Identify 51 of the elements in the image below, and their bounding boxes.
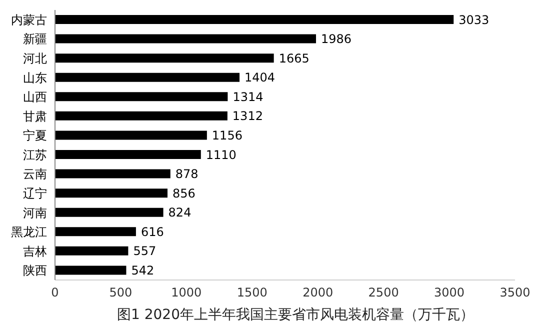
data-label: 1404: [244, 70, 276, 85]
x-tick-label: 3000: [434, 286, 465, 300]
x-tick-label: 0: [51, 286, 59, 300]
y-tick-label: 陕西: [23, 264, 47, 278]
bar: [55, 72, 240, 82]
bar: [55, 246, 128, 256]
y-tick-label: 河南: [23, 206, 47, 220]
y-tick-label: 山东: [23, 70, 47, 85]
y-tick-label: 黑龙江: [11, 225, 47, 240]
x-tick-label: 2000: [302, 286, 334, 300]
data-label: 1986: [321, 32, 352, 46]
y-tick-label: 甘肃: [23, 109, 47, 124]
x-tick-label: 2500: [368, 286, 399, 300]
bar: [55, 54, 274, 63]
data-label: 1156: [212, 128, 242, 142]
x-tick-label: 500: [109, 286, 132, 300]
y-tick-label: 江苏: [23, 148, 47, 162]
data-label: 1312: [232, 109, 263, 124]
data-label: 3033: [458, 12, 490, 27]
bar: [55, 92, 228, 102]
bar: [55, 34, 316, 44]
x-tick-label: 1500: [236, 286, 268, 300]
y-tick-label: 吉林: [23, 244, 47, 258]
x-tick-label: 1000: [171, 286, 202, 300]
data-label: 542: [131, 263, 154, 278]
bar: [55, 266, 126, 275]
data-label: 616: [140, 224, 164, 239]
y-tick-label: 新疆: [23, 32, 47, 46]
bar: [55, 130, 207, 140]
bar: [55, 169, 170, 178]
bar: [55, 150, 201, 159]
data-label: 878: [175, 167, 198, 182]
bar: [55, 111, 228, 120]
bar: [55, 227, 136, 236]
data-label: 856: [172, 186, 196, 200]
x-tick-label: 3500: [500, 286, 530, 300]
data-label: 557: [133, 244, 156, 258]
bar: [55, 15, 454, 24]
y-tick-label: 云南: [23, 167, 47, 182]
data-label: 1314: [232, 90, 264, 104]
y-tick-label: 河北: [23, 51, 47, 66]
y-tick-label: 辽宁: [23, 186, 47, 200]
data-label: 824: [168, 206, 192, 220]
text: 图1 2020年上半年我国主要省市风电装机容量（万千瓦）: [116, 306, 475, 324]
bar: [55, 188, 168, 198]
y-tick-label: 宁夏: [23, 128, 47, 143]
data-label: 1110: [206, 148, 236, 162]
data-label: 1665: [278, 51, 310, 66]
bar: [55, 208, 164, 217]
y-tick-label: 山西: [23, 90, 47, 104]
y-tick-label: 内蒙古: [11, 12, 47, 27]
